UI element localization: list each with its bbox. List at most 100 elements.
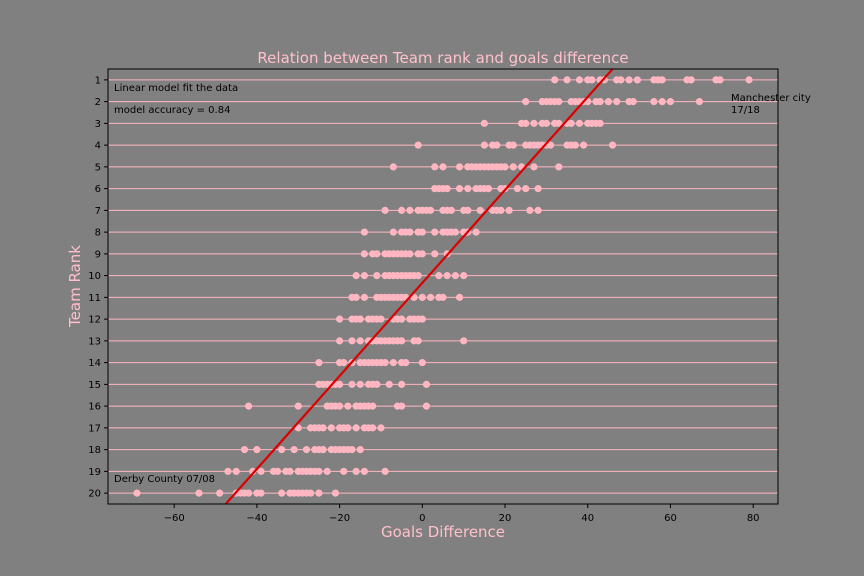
point-rank-14-14 — [418, 359, 426, 367]
point-rank-2-19 — [666, 98, 675, 106]
point-rank-8-6 — [418, 228, 426, 236]
point-rank-9-12 — [431, 250, 439, 258]
point-rank-13-11 — [398, 337, 406, 345]
point-rank-19-13 — [315, 467, 323, 475]
point-rank-9-9 — [406, 250, 414, 258]
point-rank-17-4 — [319, 424, 327, 432]
point-rank-9-0 — [360, 250, 369, 258]
y-tick-label: 18 — [88, 445, 101, 456]
point-rank-12-0 — [336, 315, 344, 323]
point-rank-4-3 — [493, 141, 501, 149]
point-rank-11-13 — [426, 293, 435, 301]
point-rank-4-17 — [608, 141, 617, 149]
point-rank-11-15 — [439, 293, 447, 301]
point-rank-19-5 — [273, 467, 282, 475]
point-rank-15-13 — [422, 380, 431, 388]
point-rank-10-15 — [460, 272, 468, 280]
point-rank-19-0 — [224, 467, 232, 475]
point-rank-7-9 — [447, 206, 455, 214]
point-rank-10-0 — [352, 272, 360, 280]
x-tick-label: −40 — [246, 513, 267, 524]
point-rank-10-1 — [360, 272, 369, 280]
point-rank-3-9 — [567, 119, 575, 127]
point-rank-7-16 — [505, 206, 513, 214]
point-rank-8-0 — [360, 228, 369, 236]
y-tick-label: 12 — [88, 315, 101, 326]
point-rank-18-4 — [302, 446, 311, 454]
point-rank-19-16 — [352, 467, 360, 475]
point-rank-8-14 — [472, 228, 480, 236]
x-tick-label: 20 — [499, 513, 512, 524]
x-tick-label: −20 — [329, 513, 350, 524]
point-rank-7-2 — [406, 206, 414, 214]
point-rank-15-6 — [348, 380, 356, 388]
y-tick-label: 10 — [88, 271, 101, 282]
point-rank-14-2 — [340, 359, 348, 367]
accuracy-annotation: model accuracy = 0.84 — [114, 105, 230, 116]
point-rank-11-2 — [360, 293, 369, 301]
point-rank-4-5 — [509, 141, 517, 149]
point-rank-19-18 — [381, 467, 389, 475]
y-tick-label: 3 — [95, 119, 101, 130]
point-rank-6-14 — [534, 185, 542, 193]
point-rank-12-3 — [356, 315, 364, 323]
point-rank-18-7 — [319, 446, 327, 454]
point-rank-3-3 — [530, 119, 538, 127]
y-tick-label: 6 — [95, 184, 101, 195]
point-rank-4-15 — [571, 141, 579, 149]
point-rank-13-0 — [336, 337, 344, 345]
point-rank-10-12 — [435, 272, 443, 280]
y-tick-label: 5 — [95, 162, 101, 173]
point-rank-5-3 — [455, 163, 464, 171]
point-rank-7-12 — [476, 206, 484, 214]
point-rank-17-8 — [344, 424, 352, 432]
point-rank-8-1 — [389, 228, 397, 236]
point-rank-1-1 — [563, 76, 571, 84]
point-rank-20-6 — [245, 489, 253, 497]
y-tick-label: 17 — [88, 423, 101, 434]
point-rank-18-13 — [348, 446, 356, 454]
point-rank-5-0 — [389, 163, 397, 171]
model-note-annotation: Linear model fit the data — [114, 83, 238, 94]
y-tick-label: 2 — [95, 97, 101, 108]
y-axis-label: Team Rank — [66, 245, 84, 328]
point-rank-9-2 — [373, 250, 381, 258]
point-rank-5-2 — [439, 163, 447, 171]
point-rank-5-1 — [431, 163, 439, 171]
y-tick-label: 4 — [95, 141, 101, 152]
point-rank-16-14 — [422, 402, 431, 410]
point-rank-14-0 — [315, 359, 323, 367]
point-rank-4-12 — [546, 141, 555, 149]
point-rank-6-3 — [443, 185, 451, 193]
y-tick-label: 15 — [88, 380, 101, 391]
point-rank-7-11 — [464, 206, 472, 214]
point-rank-17-12 — [369, 424, 377, 432]
point-rank-1-4 — [588, 76, 596, 84]
top-team-season-annotation: 17/18 — [731, 105, 760, 116]
bottom-team-annotation: Derby County 07/08 — [114, 474, 215, 485]
point-rank-19-1 — [232, 467, 240, 475]
point-rank-2-0 — [522, 98, 530, 106]
point-rank-3-5 — [542, 119, 550, 127]
point-rank-2-12 — [596, 98, 604, 106]
point-rank-18-0 — [240, 446, 249, 454]
point-rank-1-17 — [716, 76, 724, 84]
point-rank-16-0 — [245, 402, 253, 410]
y-tick-label: 11 — [88, 293, 101, 304]
point-rank-14-10 — [381, 359, 389, 367]
point-rank-10-11 — [414, 272, 422, 280]
point-rank-9-11 — [418, 250, 426, 258]
point-rank-19-3 — [257, 467, 265, 475]
x-tick-label: 40 — [581, 513, 594, 524]
point-rank-15-5 — [336, 380, 344, 388]
point-rank-5-14 — [509, 163, 517, 171]
point-rank-13-2 — [356, 337, 364, 345]
point-rank-2-5 — [555, 98, 563, 106]
point-rank-8-4 — [406, 228, 414, 236]
point-rank-1-15 — [687, 76, 695, 84]
point-rank-2-14 — [613, 98, 621, 106]
y-tick-label: 19 — [88, 467, 101, 478]
point-rank-6-5 — [464, 185, 472, 193]
point-rank-10-13 — [443, 272, 451, 280]
point-rank-1-2 — [575, 76, 584, 84]
